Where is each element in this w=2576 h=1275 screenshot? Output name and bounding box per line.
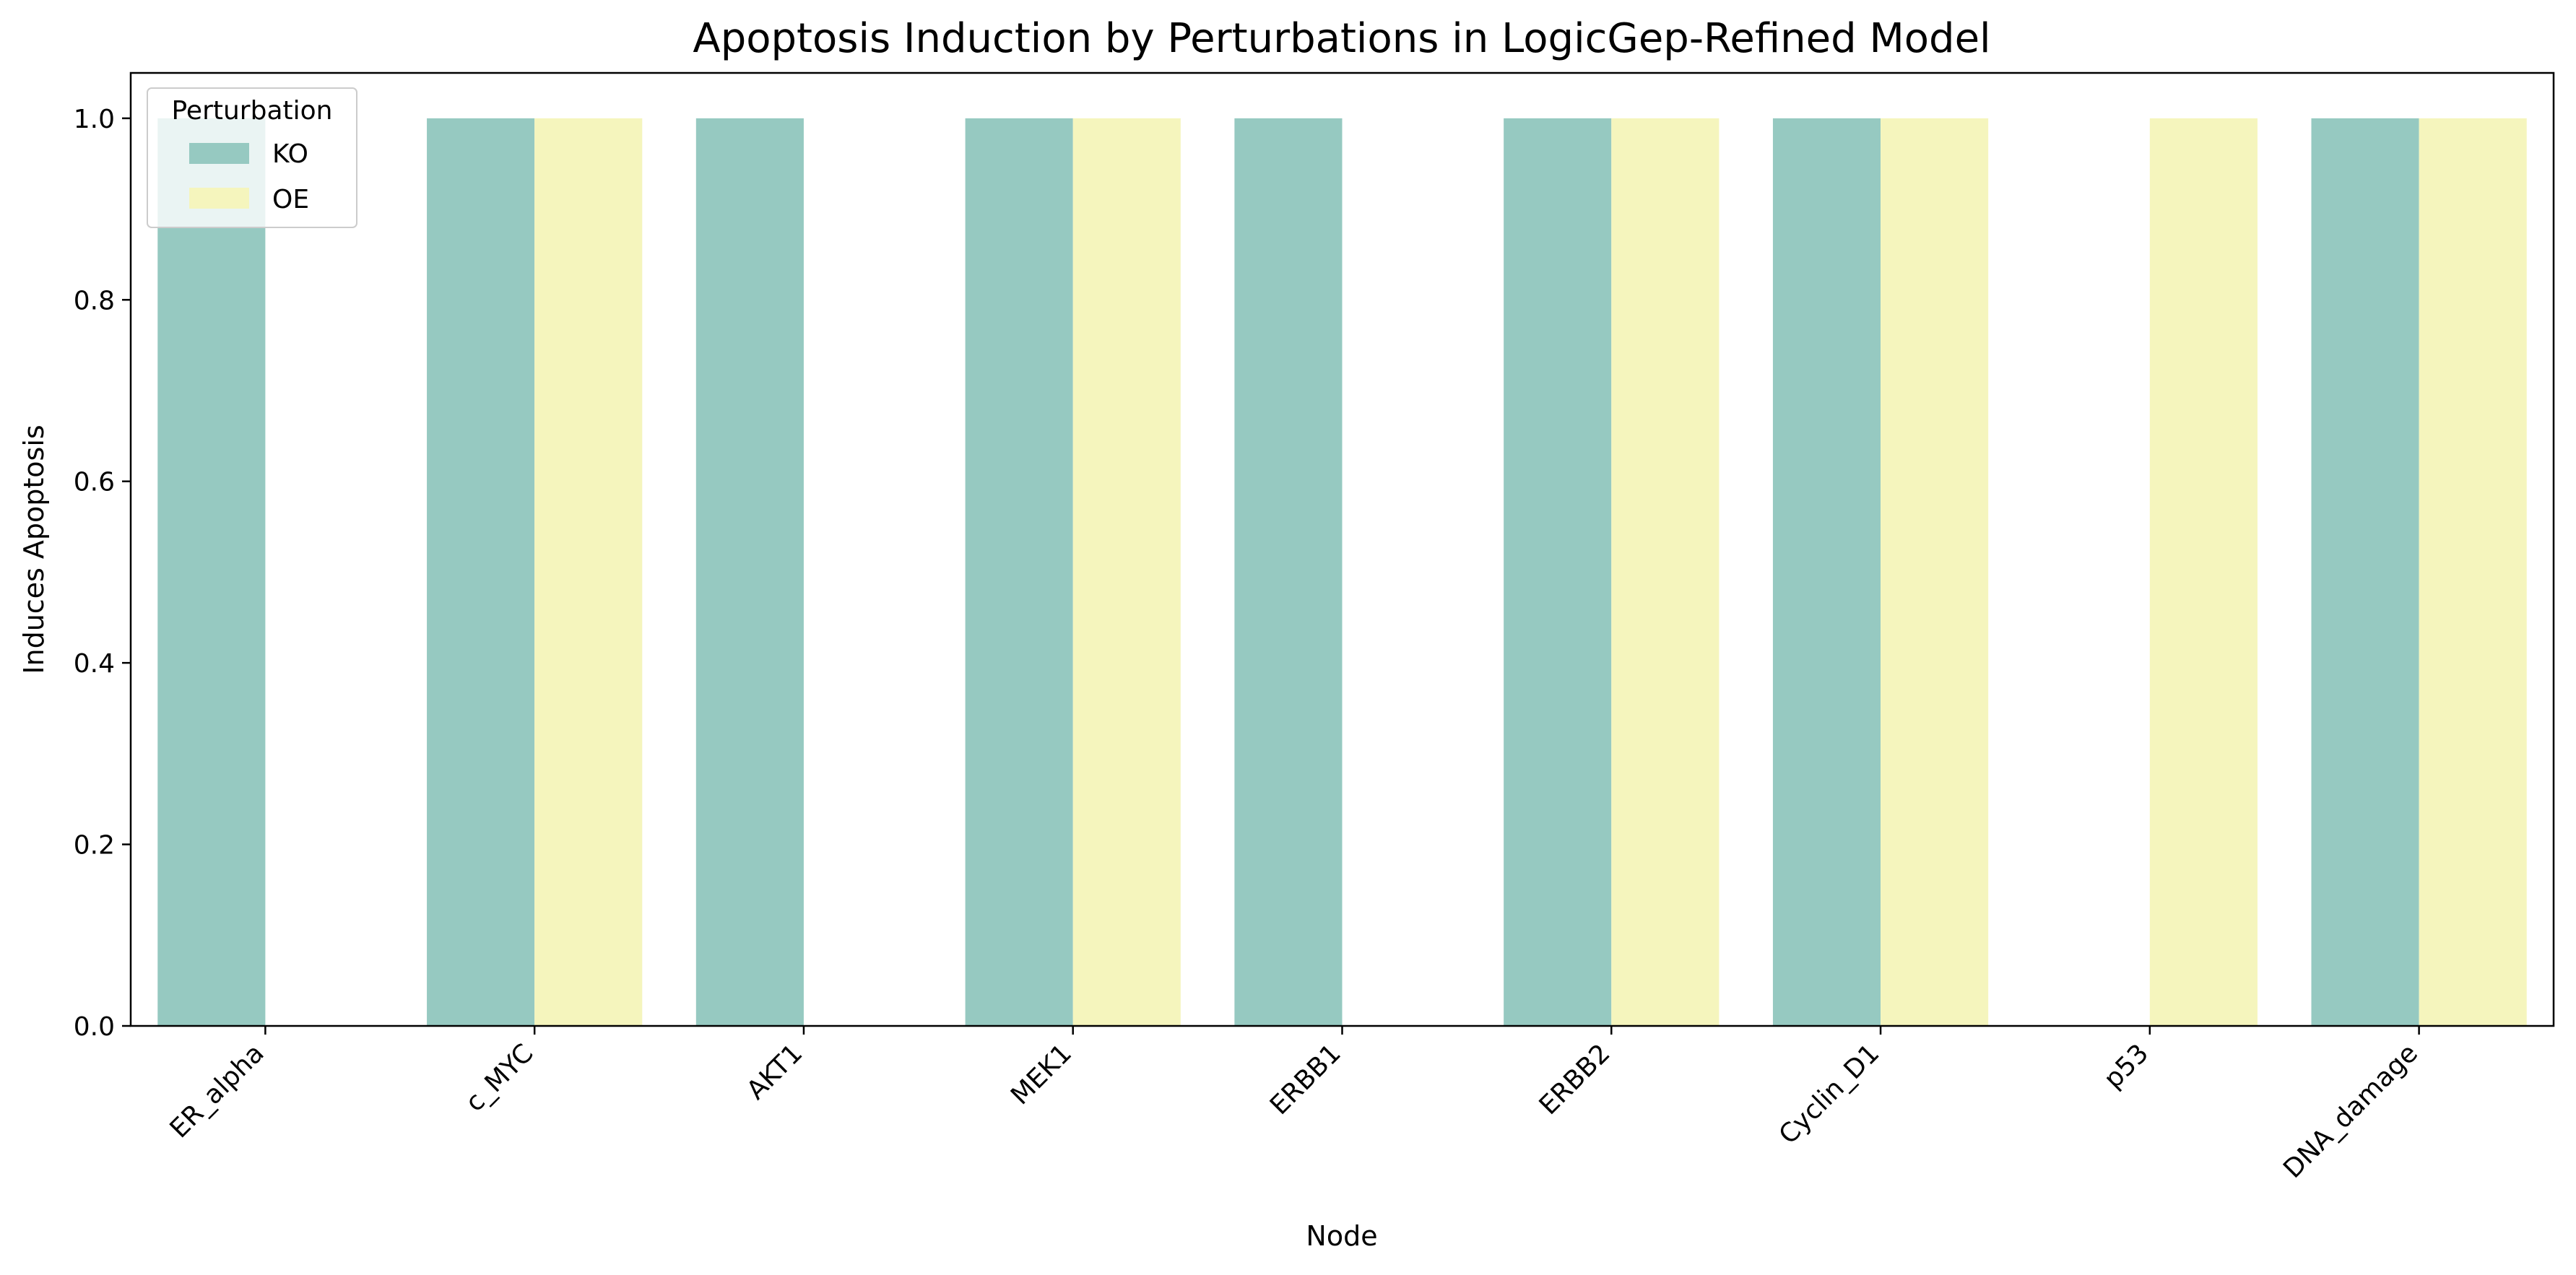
legend-swatch-oe xyxy=(189,188,249,209)
legend: Perturbation KO OE xyxy=(147,87,357,228)
bar-ko-er-alpha xyxy=(157,118,266,1026)
x-tick-label-akt1: AKT1 xyxy=(741,1038,808,1105)
x-tick-label-erbb1: ERBB1 xyxy=(1265,1038,1347,1120)
y-tick-label: 0.8 xyxy=(74,286,115,316)
plot-frame xyxy=(129,71,2555,1027)
x-tick-label-c-myc: c_MYC xyxy=(460,1038,539,1118)
bar-ko-c-myc xyxy=(427,118,535,1026)
bar-ko-cyclin-d1 xyxy=(1772,118,1881,1026)
x-tick-label-erbb2: ERBB2 xyxy=(1534,1038,1616,1120)
bar-oe-erbb2 xyxy=(1611,118,1719,1026)
bar-oe-cyclin-d1 xyxy=(1881,118,1989,1026)
y-axis: 0.0 0.2 0.4 0.6 0.8 1.0 xyxy=(74,105,131,1042)
bar-ko-akt1 xyxy=(695,118,804,1026)
x-tick-label-er-alpha: ER_alpha xyxy=(165,1038,270,1144)
bars-group xyxy=(157,118,2527,1026)
x-tick-label-cyclin-d1: Cyclin_D1 xyxy=(1774,1038,1886,1150)
y-tick-label: 0.0 xyxy=(74,1012,115,1042)
bar-ko-dna-damage xyxy=(2311,118,2419,1026)
y-tick-label: 0.2 xyxy=(74,831,115,861)
bar-oe-mek1 xyxy=(1072,118,1181,1026)
x-axis: ER_alpha c_MYC AKT1 MEK1 ERBB1 ERBB2 Cyclin_D1… xyxy=(165,1026,2424,1184)
bar-oe-p53 xyxy=(2149,118,2258,1026)
y-tick-label: 0.6 xyxy=(74,468,115,497)
chart-title: Apoptosis Induction by Perturbations in … xyxy=(693,15,1990,62)
x-tick-label-dna-damage: DNA_damage xyxy=(2278,1038,2424,1184)
bar-ko-erbb1 xyxy=(1234,118,1343,1026)
x-axis-label: Node xyxy=(1306,1220,1377,1252)
x-tick-label-mek1: MEK1 xyxy=(1005,1038,1077,1110)
bar-ko-erbb2 xyxy=(1504,118,1612,1026)
bar-oe-dna-damage xyxy=(2419,118,2527,1026)
legend-label-oe: OE xyxy=(272,185,309,214)
bar-oe-c-myc xyxy=(534,118,643,1026)
legend-swatch-ko xyxy=(189,143,249,164)
bar-ko-mek1 xyxy=(965,118,1073,1026)
x-tick-label-p53: p53 xyxy=(2099,1038,2155,1095)
y-tick-label: 0.4 xyxy=(74,649,115,679)
y-axis-label: Induces Apoptosis xyxy=(18,425,50,674)
y-tick-label: 1.0 xyxy=(74,105,115,134)
legend-label-ko: KO xyxy=(272,139,308,169)
legend-title: Perturbation xyxy=(172,96,333,126)
